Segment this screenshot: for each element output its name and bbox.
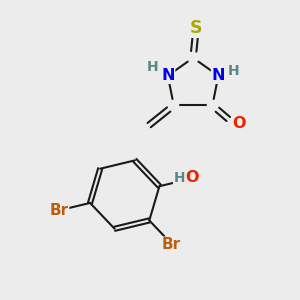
Text: S: S: [190, 19, 202, 37]
Text: Br: Br: [161, 237, 180, 252]
Text: N: N: [161, 68, 175, 83]
Text: H: H: [228, 64, 240, 78]
Text: O: O: [185, 170, 199, 185]
Text: Br: Br: [50, 203, 69, 218]
Text: H: H: [174, 171, 185, 185]
Text: H: H: [147, 60, 158, 74]
Text: O: O: [232, 116, 246, 131]
Text: N: N: [212, 68, 225, 83]
